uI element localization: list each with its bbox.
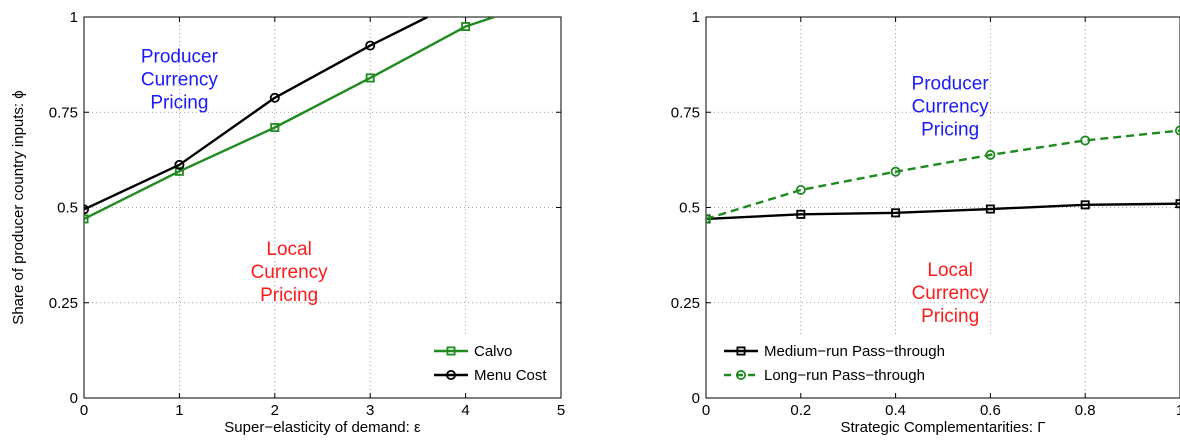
annotation-text: Local <box>266 239 311 260</box>
annotation-text: Local <box>927 260 972 281</box>
series-line <box>706 129 1180 221</box>
legend-label: Menu Cost <box>474 367 547 384</box>
y-tick-label: 1 <box>70 9 78 26</box>
data-point <box>84 204 89 215</box>
legend-marker <box>736 369 747 380</box>
legend-label: Long−run Pass−through <box>764 367 925 384</box>
annotation-text: Producer <box>141 47 219 68</box>
series-line <box>706 202 1180 221</box>
data-point <box>890 166 901 177</box>
x-tick-label: 0.4 <box>885 402 906 419</box>
data-point <box>795 184 806 195</box>
series-1 <box>84 17 495 224</box>
series-2 <box>84 17 428 215</box>
x-tick-label: 1 <box>175 402 183 419</box>
x-tick-label: 1 <box>1176 402 1180 419</box>
legend-label: Calvo <box>474 343 512 360</box>
x-tick-label: 0 <box>702 402 710 419</box>
y-tick-label: 0 <box>692 390 700 407</box>
annotation-text: Producer <box>912 73 990 94</box>
data-point <box>985 204 995 214</box>
annotation-text: Pricing <box>150 93 208 114</box>
data-point <box>891 208 901 218</box>
data-point <box>985 149 996 160</box>
x-tick-label: 0.6 <box>980 402 1001 419</box>
annotation-text: Currency <box>912 283 990 304</box>
y-axis-label: Share of producer country inputs: ϕ <box>10 90 27 324</box>
data-point <box>174 159 185 170</box>
annotation-text: Pricing <box>260 285 318 306</box>
legend: Calvo Menu Cost <box>422 334 555 392</box>
x-tick-label: 3 <box>366 402 374 419</box>
x-tick-label: 0 <box>80 402 88 419</box>
y-tick-label: 0.5 <box>57 200 78 217</box>
y-tick-label: 1 <box>692 9 700 26</box>
data-point <box>706 213 711 224</box>
legend-marker <box>446 346 456 356</box>
legend-box <box>422 334 555 392</box>
data-point <box>1080 200 1090 210</box>
data-point <box>796 209 806 219</box>
y-tick-label: 0 <box>70 390 78 407</box>
annotation-text: Currency <box>141 70 219 91</box>
series-line <box>84 17 428 211</box>
data-point <box>270 122 280 132</box>
legend-label: Medium−run Pass−through <box>764 343 945 360</box>
data-point <box>365 40 376 51</box>
series-layer <box>84 17 495 224</box>
annotation-text: Currency <box>251 262 329 283</box>
series-1 <box>706 199 1180 224</box>
x-tick-label: 5 <box>557 402 565 419</box>
y-tick-label: 0.5 <box>679 200 700 217</box>
data-point <box>269 92 280 103</box>
annotation-text: Pricing <box>921 119 979 140</box>
data-point <box>1175 199 1180 209</box>
y-tick-label: 0.25 <box>49 295 78 312</box>
x-tick-label: 2 <box>271 402 279 419</box>
data-point <box>84 214 89 224</box>
chart-1: 0 1 2 3 4 5 0 0.25 0.5 0.75 1 Super−elasticity of d… <box>10 9 565 436</box>
x-tick-label: 4 <box>461 402 469 419</box>
chart-2: 0 0.2 0.4 0.6 0.8 1 0 0.25 0.5 0.75 1 Strategic Com… <box>671 9 1180 436</box>
y-tick-label: 0.25 <box>671 295 700 312</box>
x-tick-label: 0.2 <box>790 402 811 419</box>
data-point <box>174 166 184 176</box>
legend-marker <box>445 369 456 380</box>
series-2 <box>706 125 1180 224</box>
series-layer <box>706 125 1180 224</box>
x-axis-label: Strategic Complementarities: Γ <box>840 419 1045 436</box>
data-point <box>1175 125 1180 136</box>
data-point <box>365 73 375 83</box>
series-line <box>84 17 495 221</box>
legend-box <box>712 334 1012 392</box>
x-tick-label: 0.8 <box>1075 402 1096 419</box>
x-axis-label: Super−elasticity of demand: ε <box>224 419 421 436</box>
annotation-text: Currency <box>912 96 990 117</box>
annotation-text: Pricing <box>921 306 979 327</box>
data-point <box>1080 135 1091 146</box>
legend-marker <box>736 346 746 356</box>
legend: Medium−run Pass−through Long−run Pass−thr… <box>712 334 1012 392</box>
y-tick-label: 0.75 <box>671 104 700 121</box>
y-tick-label: 0.75 <box>49 104 78 121</box>
data-point <box>461 22 471 32</box>
